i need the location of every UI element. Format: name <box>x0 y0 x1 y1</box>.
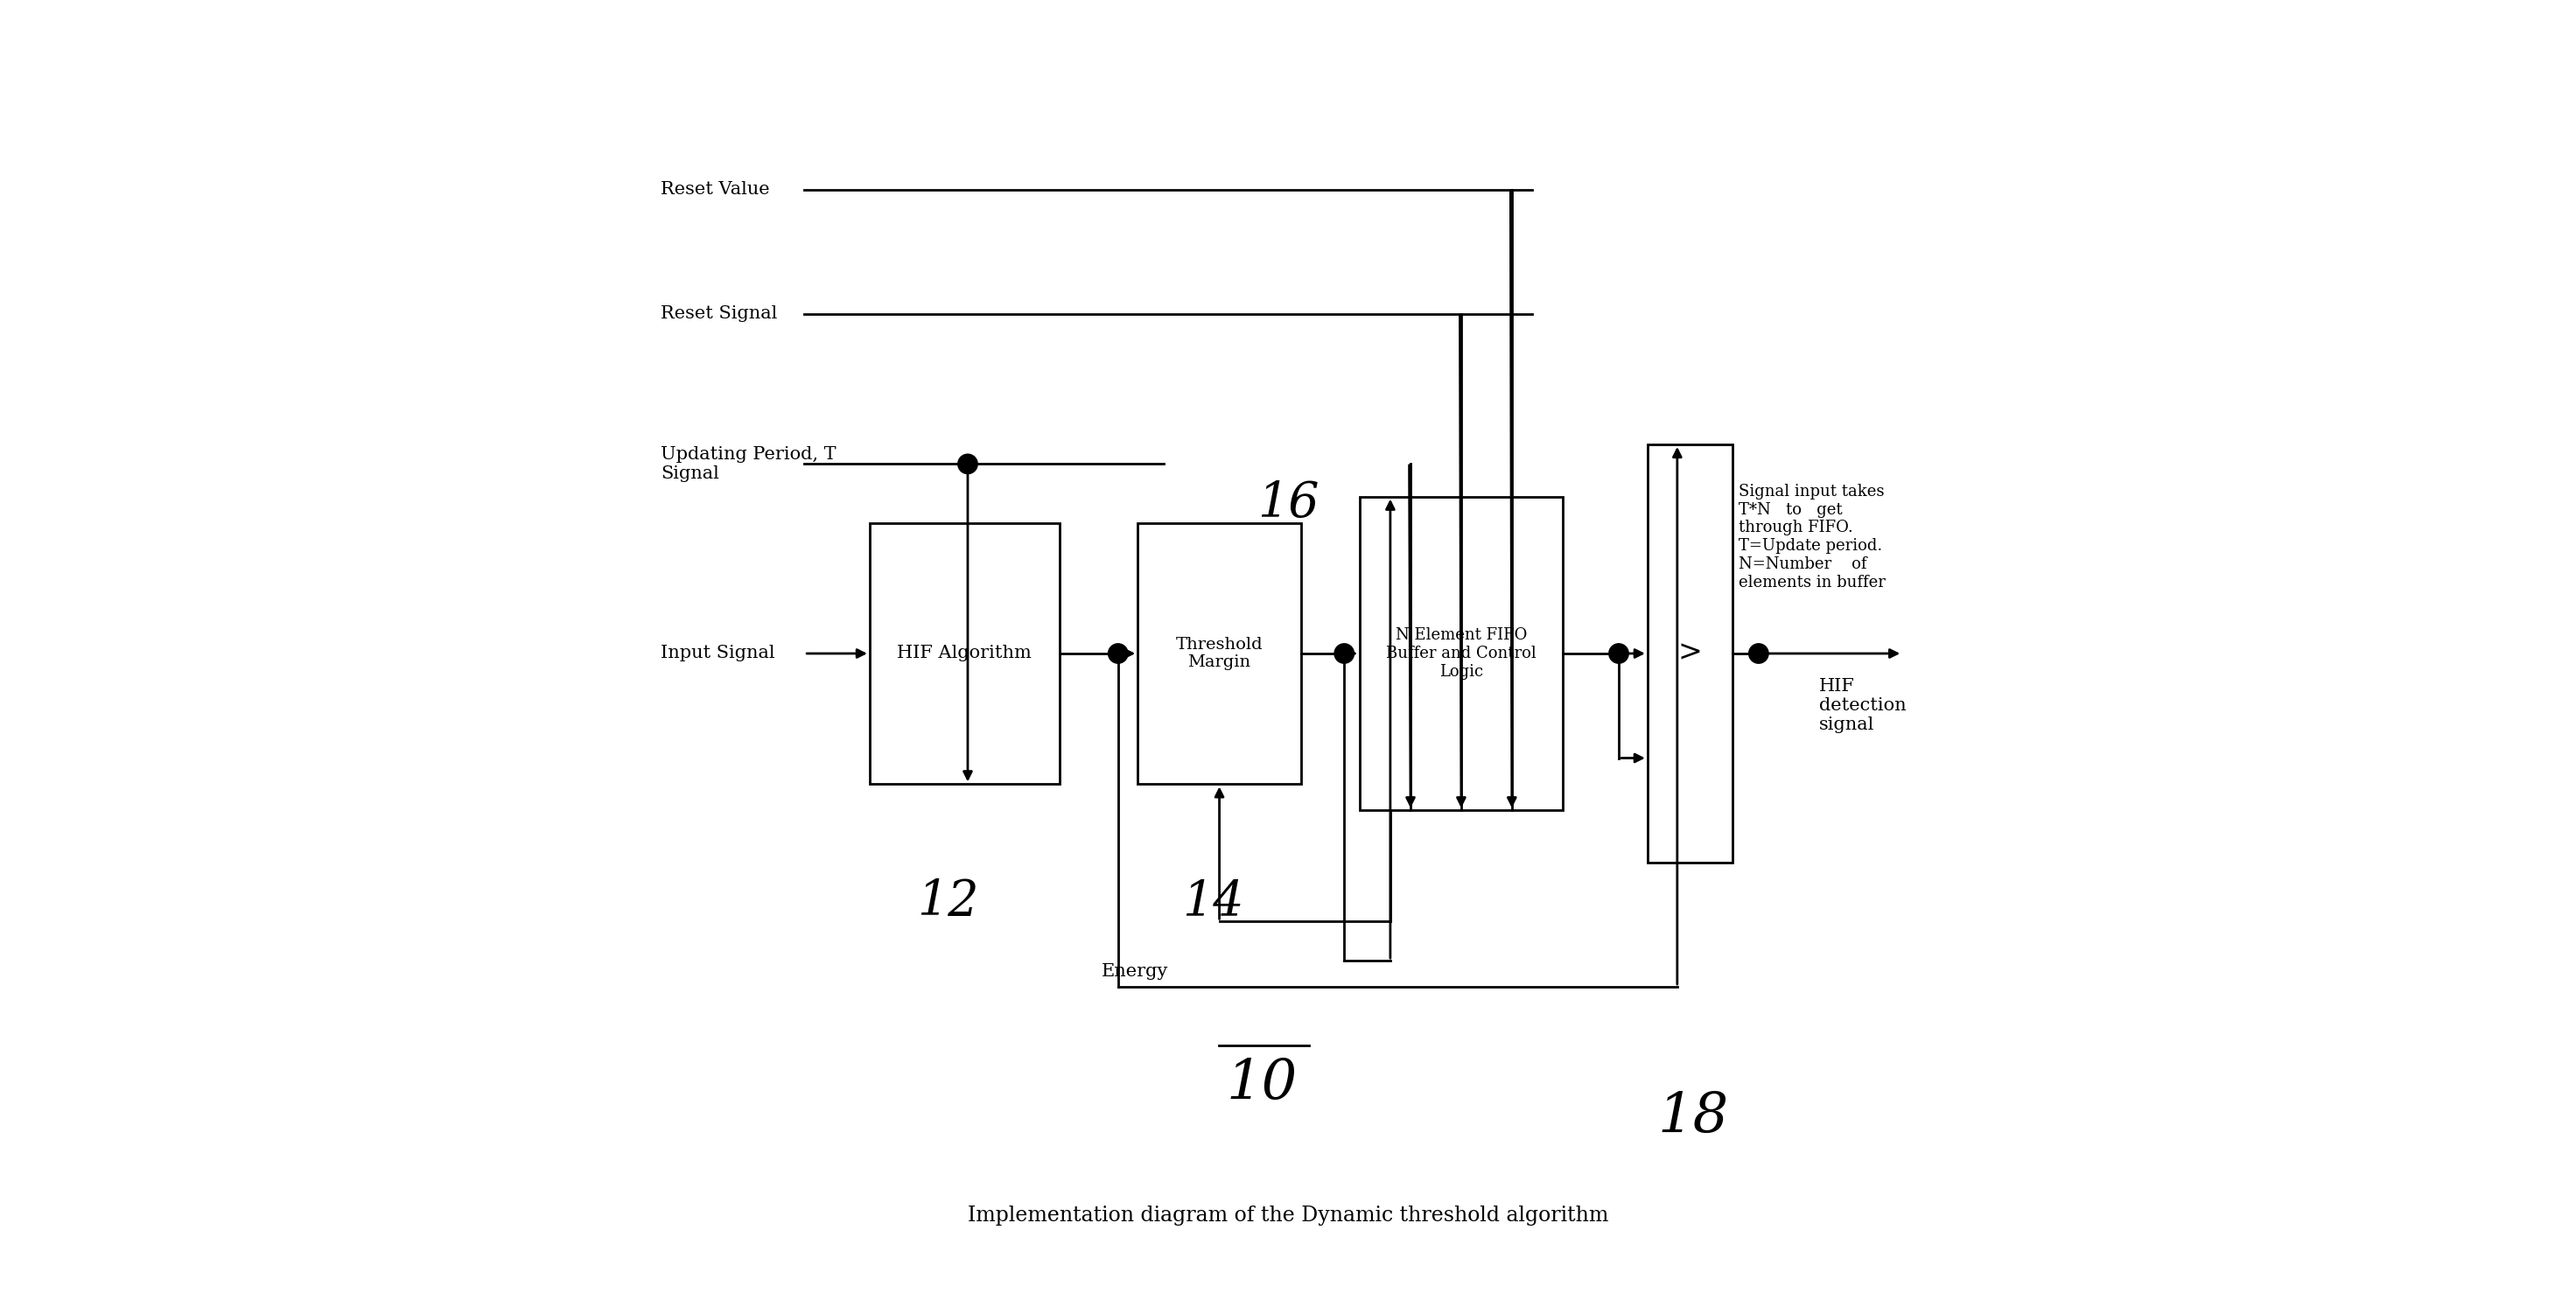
Circle shape <box>1108 643 1128 664</box>
Text: Reset Signal: Reset Signal <box>659 306 778 322</box>
Circle shape <box>1334 643 1355 664</box>
Text: 14: 14 <box>1182 878 1244 925</box>
Text: Reset Value: Reset Value <box>659 182 770 197</box>
Text: 16: 16 <box>1257 480 1319 527</box>
Text: Input Signal: Input Signal <box>659 646 775 661</box>
Circle shape <box>958 455 976 474</box>
FancyBboxPatch shape <box>1139 523 1301 784</box>
Circle shape <box>1749 643 1767 664</box>
Text: HIF Algorithm: HIF Algorithm <box>896 646 1033 661</box>
Text: 18: 18 <box>1659 1090 1728 1145</box>
Text: Updating Period, T
Signal: Updating Period, T Signal <box>659 446 837 482</box>
Text: N Element FIFO
Buffer and Control
Logic: N Element FIFO Buffer and Control Logic <box>1386 627 1535 680</box>
Circle shape <box>1610 643 1628 664</box>
FancyBboxPatch shape <box>1360 497 1564 810</box>
Text: Threshold
Margin: Threshold Margin <box>1175 637 1262 670</box>
Text: 10: 10 <box>1226 1057 1298 1112</box>
Text: Energy: Energy <box>1100 963 1167 980</box>
Text: HIF
detection
signal: HIF detection signal <box>1819 678 1906 733</box>
FancyBboxPatch shape <box>1649 444 1734 863</box>
Text: Implementation diagram of the Dynamic threshold algorithm: Implementation diagram of the Dynamic th… <box>969 1205 1607 1226</box>
Text: >: > <box>1677 639 1703 668</box>
Text: 12: 12 <box>917 878 979 925</box>
FancyBboxPatch shape <box>871 523 1059 784</box>
Text: Signal input takes
T*N   to   get
through FIFO.
T=Update period.
N=Number    of
: Signal input takes T*N to get through FI… <box>1739 484 1886 591</box>
